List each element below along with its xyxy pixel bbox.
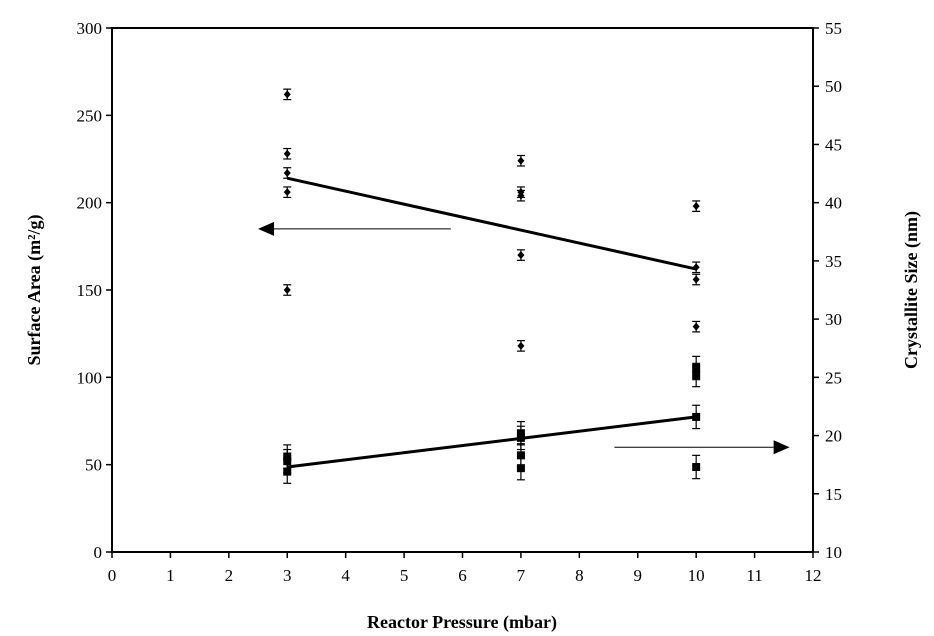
x-tick-label: 7 [517, 566, 526, 585]
axes: 0 1 2 3 4 5 6 7 8 9 10 11 12050100150200250300101520… [77, 19, 843, 585]
data-points [283, 88, 701, 484]
surface-area-point [283, 90, 291, 99]
y-right-tick-label: 10 [825, 543, 842, 562]
x-tick-label: 8 [575, 566, 584, 585]
right-axis-arrow-head [773, 440, 790, 455]
x-tick-label: 10 [688, 566, 705, 585]
x-tick-label: 11 [746, 566, 762, 585]
crystallite-size-point [692, 462, 701, 471]
y-right-tick-label: 50 [825, 77, 842, 96]
surface-area-point [692, 275, 700, 284]
x-tick-label: 12 [805, 566, 822, 585]
surface-area-point [283, 286, 291, 294]
y-right-tick-label: 40 [825, 194, 842, 213]
surface-area-point [517, 251, 525, 260]
y-right-tick-label: 35 [825, 252, 842, 271]
crystallite-size-point [692, 371, 701, 380]
surface-area-point [692, 322, 700, 331]
surface-area-point [517, 341, 525, 350]
crystallite-size-fit-line [287, 415, 697, 469]
x-tick-label: 2 [225, 566, 234, 585]
fit-lines [286, 176, 697, 469]
x-tick-label: 4 [341, 566, 350, 585]
x-tick-label: 1 [166, 566, 175, 585]
y-left-axis-title: Surface Area (m²/g) [24, 214, 45, 365]
y-right-tick-label: 20 [825, 427, 842, 446]
crystallite-size-point [516, 451, 525, 460]
x-tick-label: 3 [283, 566, 292, 585]
crystallite-size-point [283, 467, 292, 476]
y-right-tick-label: 30 [825, 310, 842, 329]
x-tick-label: 0 [108, 566, 117, 585]
annotation-arrows [258, 221, 790, 455]
y-right-tick-label: 55 [825, 19, 842, 38]
crystallite-size-point [516, 464, 525, 473]
y-left-tick-label: 250 [77, 106, 103, 125]
x-axis-title: Reactor Pressure (mbar) [367, 612, 557, 633]
x-tick-label: 6 [458, 566, 467, 585]
surface-area-point [283, 168, 291, 177]
y-left-tick-label: 200 [77, 194, 103, 213]
surface-area-point [517, 156, 525, 165]
left-axis-arrow-head [258, 221, 275, 236]
surface-area-point [283, 188, 291, 197]
surface-area-fit-line [286, 176, 697, 271]
surface-area-point [692, 202, 700, 211]
crystallite-size-point [692, 412, 701, 421]
y-left-tick-label: 50 [85, 456, 102, 475]
y-right-tick-label: 25 [825, 368, 842, 387]
y-left-tick-label: 300 [77, 19, 103, 38]
y-right-axis-title: Crystallite Size (nm) [901, 211, 922, 369]
y-right-tick-label: 15 [825, 485, 842, 504]
crystallite-size-point [516, 433, 525, 442]
surface-area-point [283, 149, 291, 158]
y-left-tick-label: 150 [77, 281, 103, 300]
plot-frame [111, 27, 814, 553]
y-left-tick-label: 100 [77, 368, 103, 387]
y-right-tick-label: 45 [825, 135, 842, 154]
x-tick-label: 5 [400, 566, 409, 585]
surface-area-point [517, 191, 525, 200]
y-left-tick-label: 0 [94, 543, 103, 562]
x-tick-label: 9 [634, 566, 643, 585]
surface-area-point [692, 263, 700, 272]
